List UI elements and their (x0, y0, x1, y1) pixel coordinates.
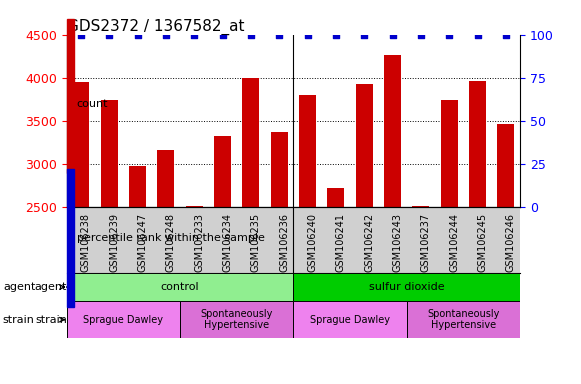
Point (162, 31, 171, 38)
Text: GDS2372 / 1367582_at: GDS2372 / 1367582_at (67, 18, 245, 35)
Bar (214, 136, 231, 384)
Point (473, 31, 482, 38)
Text: GSM106248: GSM106248 (166, 213, 176, 271)
Text: Sprague Dawley: Sprague Dawley (84, 314, 163, 325)
Text: GSM106234: GSM106234 (223, 213, 232, 271)
Bar (129, 166, 146, 384)
Bar (180, 301, 293, 338)
Text: GSM106233: GSM106233 (194, 213, 205, 271)
Text: Spontaneously
Hypertensive: Spontaneously Hypertensive (427, 309, 500, 331)
Point (331, 31, 340, 38)
Text: GSM106247: GSM106247 (138, 213, 148, 272)
Text: strain: strain (35, 314, 67, 325)
Text: GSM106245: GSM106245 (478, 213, 487, 272)
Bar (242, 78, 259, 384)
Point (501, 31, 511, 38)
Text: GSM106235: GSM106235 (251, 213, 261, 272)
Text: strain: strain (3, 314, 35, 325)
Text: percentile rank within the sample: percentile rank within the sample (77, 233, 264, 243)
Bar (67, 301, 180, 338)
Bar (413, 207, 429, 384)
Point (388, 31, 397, 38)
Text: Sprague Dawley: Sprague Dawley (310, 314, 390, 325)
Text: GSM106240: GSM106240 (307, 213, 318, 271)
Text: GSM106241: GSM106241 (336, 213, 346, 271)
Bar (157, 150, 174, 384)
Point (360, 31, 369, 38)
Point (105, 31, 114, 38)
Point (275, 31, 284, 38)
Bar (293, 301, 407, 338)
Text: GSM106237: GSM106237 (421, 213, 431, 272)
Point (189, 31, 199, 38)
Bar (293, 273, 520, 301)
Bar (73, 82, 89, 384)
Text: GSM106242: GSM106242 (364, 213, 374, 272)
Text: GSM106238: GSM106238 (81, 213, 91, 271)
Text: Spontaneously
Hypertensive: Spontaneously Hypertensive (200, 309, 273, 331)
Point (133, 31, 142, 38)
Bar (67, 273, 293, 301)
Text: GSM106243: GSM106243 (393, 213, 403, 271)
Text: agent: agent (35, 282, 67, 292)
Bar (407, 301, 520, 338)
Bar (469, 81, 486, 384)
Point (246, 31, 256, 38)
Bar (440, 100, 458, 384)
Bar (356, 84, 373, 384)
Point (416, 31, 425, 38)
Text: control: control (161, 282, 199, 292)
Bar (186, 207, 203, 384)
Text: agent: agent (3, 282, 35, 292)
Bar (328, 188, 345, 384)
Point (303, 31, 312, 38)
Text: GSM106246: GSM106246 (506, 213, 516, 271)
Text: count: count (77, 99, 108, 109)
Bar (497, 124, 514, 384)
Text: GSM106244: GSM106244 (449, 213, 459, 271)
Point (218, 31, 227, 38)
Text: GSM106236: GSM106236 (279, 213, 289, 271)
Point (444, 31, 454, 38)
Point (76, 31, 85, 38)
Text: GSM106239: GSM106239 (109, 213, 119, 271)
Bar (101, 100, 118, 384)
Text: sulfur dioxide: sulfur dioxide (369, 282, 444, 292)
Bar (271, 132, 288, 384)
Bar (299, 95, 316, 384)
Bar (384, 55, 401, 384)
